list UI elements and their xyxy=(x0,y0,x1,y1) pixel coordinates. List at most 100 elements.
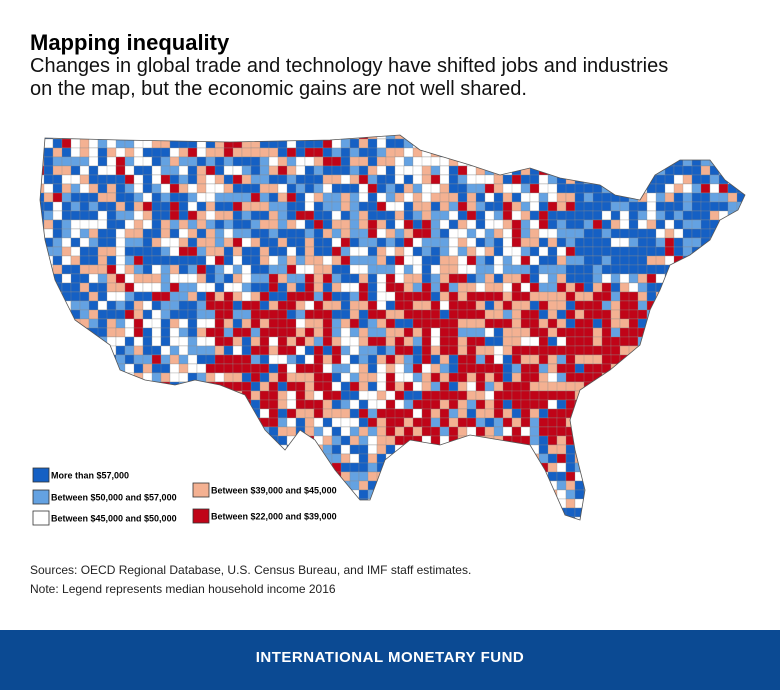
county xyxy=(241,318,252,329)
county xyxy=(421,363,432,374)
county xyxy=(151,192,162,203)
county xyxy=(277,435,288,446)
county xyxy=(40,444,45,455)
county xyxy=(223,309,234,320)
county xyxy=(340,135,360,140)
county xyxy=(538,156,558,167)
county xyxy=(601,507,621,518)
county xyxy=(583,516,594,520)
county xyxy=(502,399,513,410)
county xyxy=(502,471,513,482)
county xyxy=(205,156,216,167)
county xyxy=(367,489,378,500)
county xyxy=(502,390,513,401)
county xyxy=(457,426,468,437)
county xyxy=(565,390,576,401)
county xyxy=(133,147,144,158)
county xyxy=(187,435,207,446)
county xyxy=(727,156,745,167)
county xyxy=(394,228,405,239)
county xyxy=(106,192,117,203)
county xyxy=(457,435,477,446)
county xyxy=(637,282,648,293)
county xyxy=(214,165,225,176)
county xyxy=(205,291,216,302)
county xyxy=(502,210,513,221)
county xyxy=(646,156,666,167)
county xyxy=(70,300,81,311)
county xyxy=(340,237,351,248)
county xyxy=(637,444,648,455)
county xyxy=(133,336,144,347)
county xyxy=(727,336,745,347)
county xyxy=(718,381,729,392)
county xyxy=(151,318,162,329)
county xyxy=(421,399,432,410)
county xyxy=(655,426,675,437)
county xyxy=(475,516,495,520)
county xyxy=(511,273,522,284)
county xyxy=(196,237,207,248)
county xyxy=(43,147,54,158)
county xyxy=(682,480,702,491)
county xyxy=(466,300,477,311)
county xyxy=(601,246,612,257)
county xyxy=(115,273,126,284)
county xyxy=(142,201,153,212)
county xyxy=(475,381,486,392)
county xyxy=(565,417,585,428)
county xyxy=(313,237,324,248)
county xyxy=(574,282,585,293)
county xyxy=(331,192,342,203)
county xyxy=(475,426,486,437)
county xyxy=(232,273,243,284)
county xyxy=(385,498,405,509)
county xyxy=(718,507,738,518)
county xyxy=(313,282,324,293)
county xyxy=(259,246,270,257)
county xyxy=(232,192,243,203)
county xyxy=(430,480,441,491)
county xyxy=(736,255,745,266)
county xyxy=(124,282,135,293)
county xyxy=(475,462,486,473)
county xyxy=(70,399,81,410)
county xyxy=(196,165,207,176)
county xyxy=(655,336,666,347)
county xyxy=(565,165,585,176)
county xyxy=(565,135,585,140)
county xyxy=(673,453,693,464)
county xyxy=(313,264,324,275)
county xyxy=(583,273,594,284)
county xyxy=(457,264,468,275)
county xyxy=(151,408,162,419)
county xyxy=(529,318,540,329)
county xyxy=(133,417,144,428)
county xyxy=(448,345,459,356)
county xyxy=(682,183,693,194)
county xyxy=(619,489,630,500)
county xyxy=(664,228,675,239)
county xyxy=(187,201,198,212)
county xyxy=(746,499,764,508)
county xyxy=(376,489,387,500)
county xyxy=(322,273,333,284)
county xyxy=(619,453,630,464)
county xyxy=(484,246,495,257)
county xyxy=(475,192,486,203)
county xyxy=(574,435,594,446)
county xyxy=(349,147,360,158)
county xyxy=(277,237,288,248)
county xyxy=(466,135,486,140)
county xyxy=(637,309,648,320)
county xyxy=(682,300,702,311)
county xyxy=(592,273,603,284)
county xyxy=(358,219,369,230)
county xyxy=(637,183,648,194)
county xyxy=(340,201,351,212)
county xyxy=(700,507,711,518)
county xyxy=(538,228,549,239)
county xyxy=(439,300,450,311)
county xyxy=(367,273,378,284)
county xyxy=(628,471,648,482)
